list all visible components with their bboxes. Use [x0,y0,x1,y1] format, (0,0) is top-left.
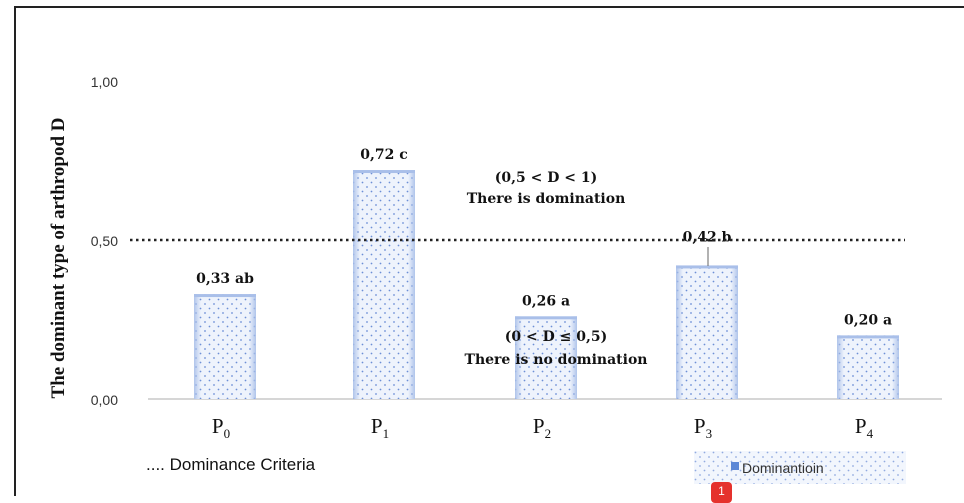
x-tick-label-p3: P3 [694,414,712,441]
bar-edge-right [249,294,256,399]
data-label-p4: 0,20 a [844,312,892,328]
y-tick-label-0: 0,00 [91,392,118,408]
bar-edge-top [676,265,738,269]
bar-edge-right [892,335,899,399]
bar-edge-left [194,294,201,399]
dominance-criteria-note: .... Dominance Criteria [146,455,316,474]
no-domination-text: There is no domination [465,352,648,368]
data-label-p0: 0,33 ab [196,271,254,287]
bar-edge-top [194,294,256,298]
frame-left-border [14,6,16,496]
data-label-p2: 0,26 a [522,293,570,309]
bar-p2 [515,316,577,399]
bar-edge-top [515,316,577,320]
y-tick-label-05: 0,50 [91,233,118,249]
y-axis-label: The dominant type of arthropod D [48,118,69,399]
data-label-p1: 0,72 c [360,147,408,163]
bar-edge-left [515,316,522,399]
notification-badge[interactable]: 1 [711,482,732,503]
x-tick-label-p4: P4 [855,414,874,441]
x-tick-label-p2: P2 [533,414,551,441]
bar-edge-top [353,170,415,174]
legend: Dominantioin [694,451,906,484]
bar-edge-right [570,316,577,399]
bar-edge-right [408,170,415,399]
x-tick-label-p0: P0 [212,414,230,441]
legend-label: Dominantioin [742,460,824,476]
data-label-p3: 0,42 b [683,229,732,245]
legend-marker [731,462,739,470]
bar-edge-left [353,170,360,399]
no-domination-range-label: (0 < D ≤ 0,5) [505,329,607,345]
bar-p1 [353,170,415,399]
frame-top-border [14,6,964,8]
bar-p3 [676,265,738,399]
bar-p0 [194,294,256,399]
domination-text: There is domination [467,191,626,207]
legend-box [694,451,906,484]
x-tick-label-p1: P1 [371,414,389,441]
bars-group: 0,33 ab P0 0,72 c P1 0,26 a P2 0,42 b P3 0,20 a P… [194,147,899,441]
bar-edge-right [731,265,738,399]
bar-edge-left [837,335,844,399]
bar-edge-top [837,335,899,339]
bar-edge-left [676,265,683,399]
domination-range-label: (0,5 < D < 1) [495,170,597,186]
bar-p4 [837,335,899,399]
y-tick-label-1: 1,00 [91,74,118,90]
